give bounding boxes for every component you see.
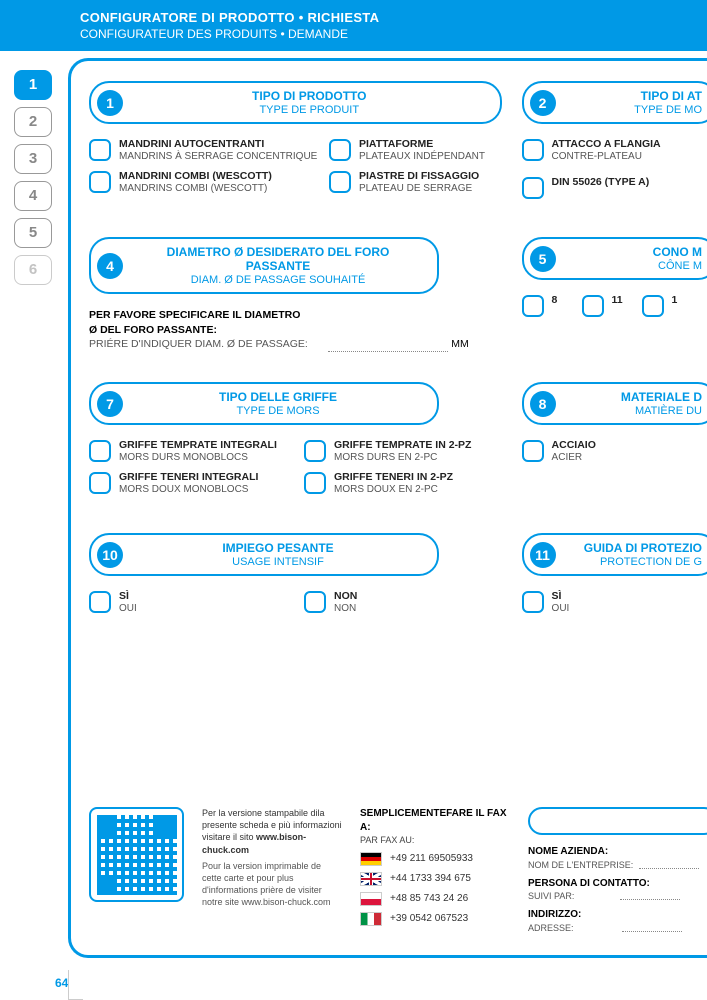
section-2-header: 2 TIPO DI AT TYPE DE MO — [522, 81, 707, 124]
opt-griffe-temp-int: GRIFFE TEMPRATE INTEGRALIMORS DURS MONOB… — [89, 439, 304, 463]
checkbox[interactable] — [329, 139, 351, 161]
checkbox[interactable] — [304, 591, 326, 613]
section-10-num: 10 — [97, 542, 123, 568]
opt-cone-8: 8 — [522, 294, 582, 317]
corner-decoration — [68, 970, 83, 1000]
contact-header-box — [528, 807, 707, 835]
section-1: 1 TIPO DI PRODOTTO TYPE DE PRODUIT MANDR… — [89, 81, 502, 207]
section-8-num: 8 — [530, 391, 556, 417]
section-11: 11 GUIDA DI PROTEZIO PROTECTION DE G SÌO… — [522, 533, 707, 622]
opt-si: SÌOUI — [89, 590, 304, 614]
diameter-input-line[interactable] — [328, 342, 448, 352]
flag-de-icon — [360, 852, 382, 866]
checkbox[interactable] — [89, 591, 111, 613]
header-title-fr: CONFIGURATEUR DES PRODUITS • DEMANDE — [80, 27, 707, 41]
section-7-header: 7 TIPO DELLE GRIFFE TYPE DE MORS — [89, 382, 439, 425]
section-4: 4 DIAMETRO Ø DESIDERATO DEL FORO PASSANT… — [89, 237, 502, 352]
section-2: 2 TIPO DI AT TYPE DE MO ATTACCO A FLANGI… — [522, 81, 707, 207]
checkbox[interactable] — [522, 440, 544, 462]
section-5-header: 5 CONO M CÔNE M — [522, 237, 707, 280]
section-1-header: 1 TIPO DI PRODOTTO TYPE DE PRODUIT — [89, 81, 502, 124]
header-title-it: CONFIGURATORE DI PRODOTTO • RICHIESTA — [80, 10, 707, 25]
checkbox[interactable] — [304, 472, 326, 494]
opt-si-11: SÌOUI — [522, 590, 707, 614]
page-number: 64 — [55, 976, 68, 990]
checkbox[interactable] — [304, 440, 326, 462]
checkbox[interactable] — [522, 591, 544, 613]
checkbox[interactable] — [89, 139, 111, 161]
section-7: 7 TIPO DELLE GRIFFE TYPE DE MORS GRIFFE … — [89, 382, 502, 503]
fax-pl: +48 85 743 24 26 — [360, 892, 510, 906]
qr-code — [89, 807, 184, 902]
fax-it: +39 0542 067523 — [360, 912, 510, 926]
section-5: 5 CONO M CÔNE M 8 11 1 — [522, 237, 707, 352]
side-tab-3[interactable]: 3 — [14, 144, 52, 174]
checkbox[interactable] — [89, 472, 111, 494]
opt-mandrini-auto: MANDRINI AUTOCENTRANTIMANDRINS À SERRAGE… — [89, 138, 329, 162]
section-11-header: 11 GUIDA DI PROTEZIO PROTECTION DE G — [522, 533, 707, 576]
checkbox[interactable] — [89, 440, 111, 462]
address-input-line[interactable] — [622, 922, 682, 932]
opt-acciaio: ACCIAIOACIER — [522, 439, 707, 463]
side-tab-5[interactable]: 5 — [14, 218, 52, 248]
opt-piattaforme: PIATTAFORMEPLATEAUX INDÉPENDANT — [329, 138, 499, 162]
section-10: 10 IMPIEGO PESANTE USAGE INTENSIF SÌOUI … — [89, 533, 502, 622]
checkbox[interactable] — [329, 171, 351, 193]
section-4-header: 4 DIAMETRO Ø DESIDERATO DEL FORO PASSANT… — [89, 237, 439, 294]
checkbox[interactable] — [522, 177, 544, 199]
section-8: 8 MATERIALE D MATIÈRE DU ACCIAIOACIER — [522, 382, 707, 503]
opt-din55026: DIN 55026 (TYPE A) — [522, 176, 707, 199]
footer-print-info: Per la versione stampabile dila presente… — [202, 807, 342, 940]
fax-uk: +44 1733 394 675 — [360, 872, 510, 886]
section-2-num: 2 — [530, 90, 556, 116]
contact-person: PERSONA DI CONTATTO: SUIVI PAR: — [528, 877, 707, 903]
checkbox[interactable] — [89, 171, 111, 193]
section-1-num: 1 — [97, 90, 123, 116]
spec-diameter: PER FAVORE SPECIFICARE IL DIAMETRO Ø DEL… — [89, 308, 502, 352]
footer-contact: NOME AZIENDA: NOM DE L'ENTREPRISE: PERSO… — [528, 807, 707, 940]
footer-fax: SEMPLICEMENTEFARE IL FAX A: PAR FAX AU: … — [360, 807, 510, 940]
checkbox[interactable] — [642, 295, 664, 317]
section-4-num: 4 — [97, 253, 123, 279]
section-5-num: 5 — [530, 246, 556, 272]
side-tab-6[interactable]: 6 — [14, 255, 52, 285]
section-10-header: 10 IMPIEGO PESANTE USAGE INTENSIF — [89, 533, 439, 576]
opt-mandrini-combi: MANDRINI COMBI (WESCOTT)MANDRINS COMBI (… — [89, 170, 329, 194]
checkbox[interactable] — [522, 139, 544, 161]
opt-non: NONNON — [304, 590, 499, 614]
contact-address: INDIRIZZO: ADRESSE: — [528, 908, 707, 934]
side-tab-1[interactable]: 1 — [14, 70, 52, 100]
flag-it-icon — [360, 912, 382, 926]
flag-pl-icon — [360, 892, 382, 906]
opt-attacco-flangia: ATTACCO A FLANGIACONTRE-PLATEAU — [522, 138, 707, 162]
person-input-line[interactable] — [620, 890, 680, 900]
opt-griffe-temp-2pz: GRIFFE TEMPRATE IN 2-PZMORS DURS EN 2-PC — [304, 439, 499, 463]
opt-griffe-ten-2pz: GRIFFE TENERI IN 2-PZMORS DOUX EN 2-PC — [304, 471, 499, 495]
opt-griffe-ten-int: GRIFFE TENERI INTEGRALIMORS DOUX MONOBLO… — [89, 471, 304, 495]
opt-piastre: PIASTRE DI FISSAGGIOPLATEAU DE SERRAGE — [329, 170, 499, 194]
contact-company: NOME AZIENDA: NOM DE L'ENTREPRISE: — [528, 845, 707, 871]
flag-uk-icon — [360, 872, 382, 886]
side-tab-4[interactable]: 4 — [14, 181, 52, 211]
form-frame: 1 TIPO DI PRODOTTO TYPE DE PRODUIT MANDR… — [68, 58, 707, 958]
opt-cone-1: 1 — [642, 294, 692, 317]
section-11-num: 11 — [530, 542, 556, 568]
side-tab-2[interactable]: 2 — [14, 107, 52, 137]
checkbox[interactable] — [522, 295, 544, 317]
checkbox[interactable] — [582, 295, 604, 317]
header-bar: CONFIGURATORE DI PRODOTTO • RICHIESTA CO… — [0, 0, 707, 51]
section-8-header: 8 MATERIALE D MATIÈRE DU — [522, 382, 707, 425]
side-tabs: 1 2 3 4 5 6 — [14, 70, 52, 292]
footer: Per la versione stampabile dila presente… — [89, 807, 707, 940]
company-input-line[interactable] — [639, 859, 699, 869]
section-7-num: 7 — [97, 391, 123, 417]
fax-de: +49 211 69505933 — [360, 852, 510, 866]
opt-cone-11: 11 — [582, 294, 642, 317]
